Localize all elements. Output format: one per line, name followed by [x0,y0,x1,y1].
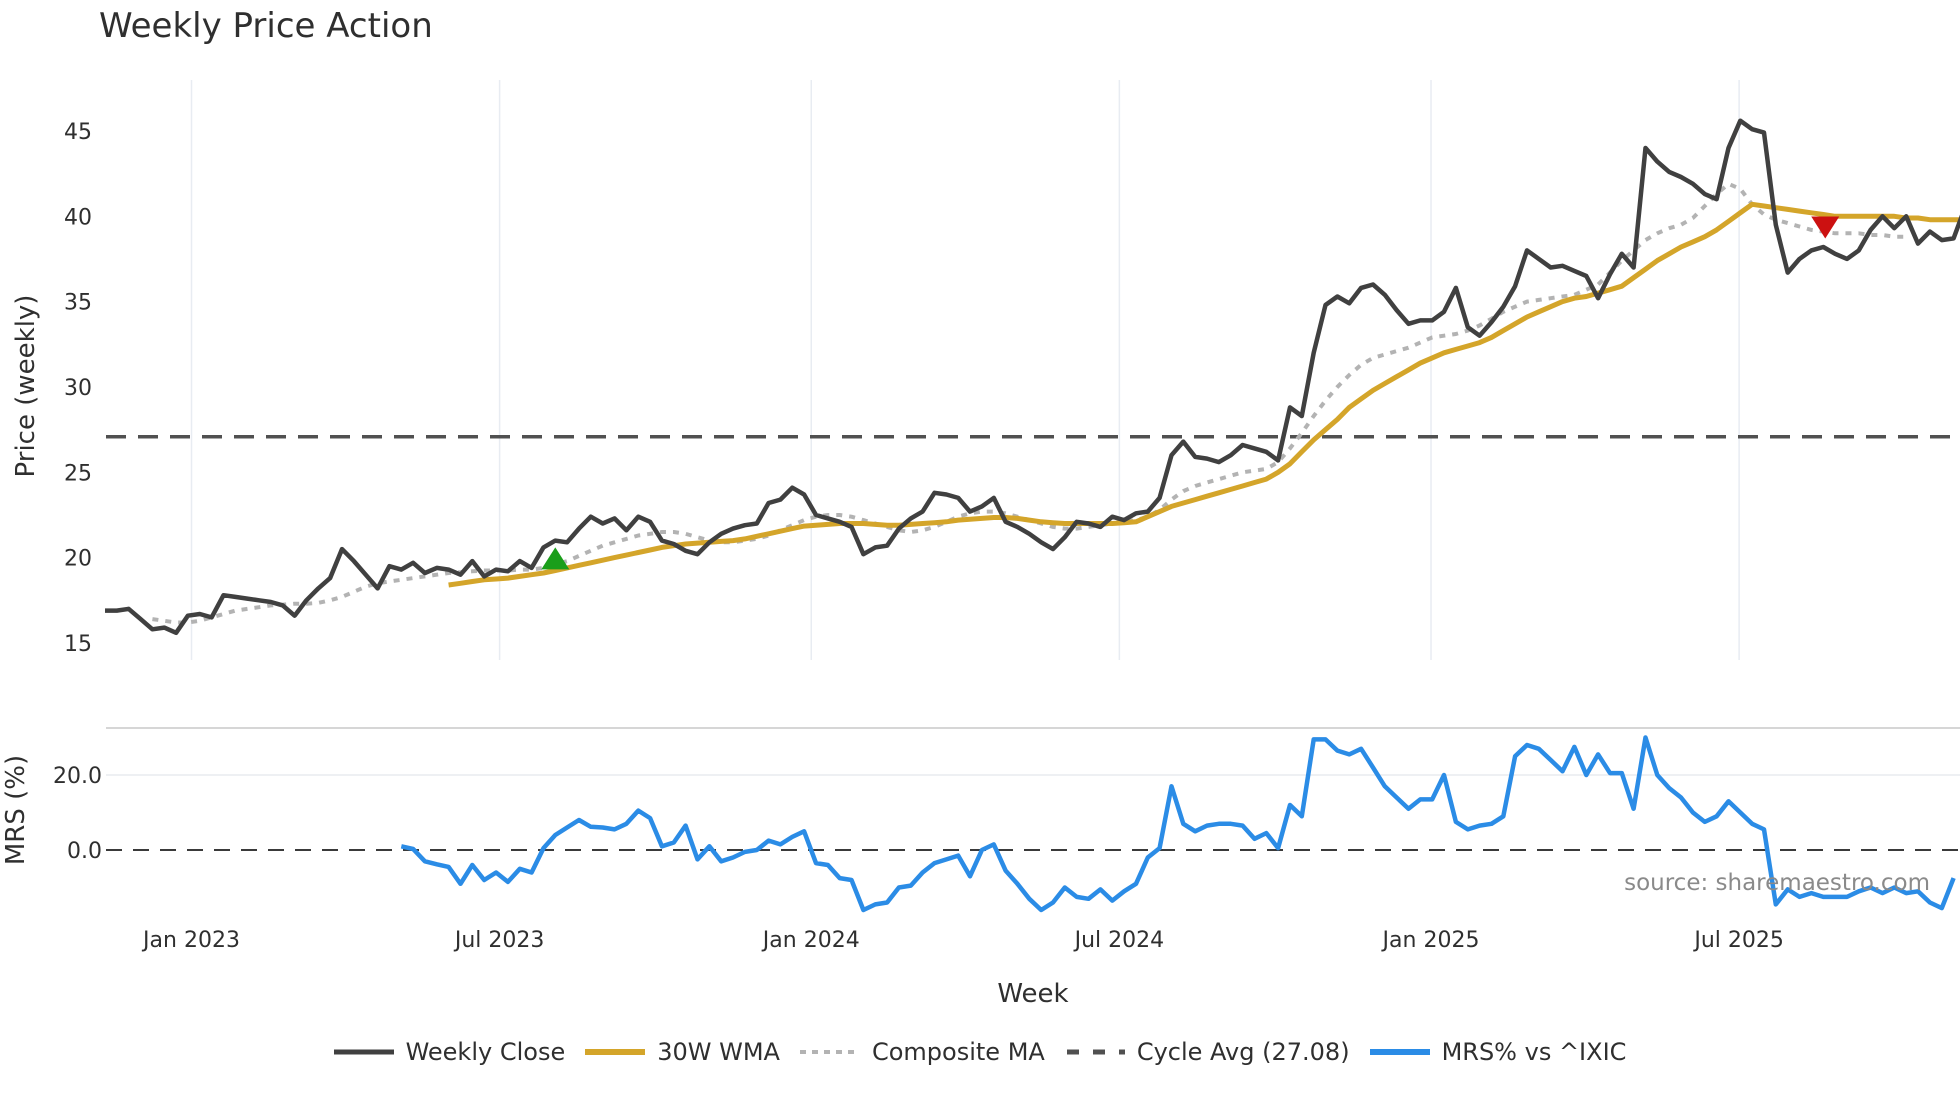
x-tick-label: Jan 2023 [141,928,240,953]
x-tick-label: Jan 2025 [1381,928,1480,953]
price-y-axis-label: Price (weekly) [11,295,41,478]
y-tick-label: 15 [64,632,92,657]
y-tick-label: 25 [64,461,92,486]
mrs-y-tick-label: 20.0 [53,764,102,789]
mrs-y-axis-label: MRS (%) [1,755,31,865]
x-tick-label: Jan 2024 [761,928,860,953]
legend-label: MRS% vs ^IXIC [1441,1038,1627,1066]
price-gridlines [190,80,1740,660]
x-axis-label: Week [997,979,1068,1009]
legend: Weekly Close 30W WMA Composite MA Cycle Avg… [0,1034,1960,1070]
y-tick-label: 35 [64,291,92,316]
x-tick-label: Jul 2024 [1073,928,1165,953]
legend-label: Weekly Close [405,1038,566,1066]
legend-item-composite[interactable]: Composite MA [799,1038,1045,1066]
legend-label: 30W WMA [657,1038,780,1066]
legend-item-wma[interactable]: 30W WMA [585,1038,780,1066]
buy-signal-icon [541,547,570,570]
legend-item-close[interactable]: Weekly Close [333,1038,566,1066]
y-tick-label: 30 [64,376,92,401]
y-tick-label: 45 [64,120,92,145]
legend-swatch-icon [585,1045,646,1059]
wma-line [448,201,1960,588]
legend-label: Composite MA [871,1038,1045,1066]
mrs-y-tick-label: 0.0 [67,839,102,864]
legend-swatch-icon [799,1045,860,1059]
sell-signal-icon [1811,216,1840,239]
x-tick-label: Jul 2025 [1692,928,1784,953]
legend-swatch-icon [333,1045,394,1059]
source-label: source: sharemaestro.com [1624,870,1930,896]
y-tick-label: 40 [64,205,92,230]
price-y-axis: 15 20 25 30 35 40 45 [64,120,92,657]
x-tick-label: Jul 2023 [453,928,545,953]
chart-title: Weekly Price Action [99,6,433,46]
y-tick-label: 20 [64,547,92,572]
mrs-y-axis: 0.0 20.0 [53,764,102,864]
mrs-gridlines [106,774,1960,851]
composite-ma-line [152,181,1907,625]
mrs-line [400,735,1956,913]
legend-item-cycle[interactable]: Cycle Avg (27.08) [1065,1038,1350,1066]
x-axis: Jan 2023 Jul 2023 Jan 2024 Jul 2024 Jan 2025… [141,928,1784,953]
legend-swatch-icon [1065,1045,1125,1059]
weekly-close-line [105,118,1960,636]
legend-label: Cycle Avg (27.08) [1136,1038,1350,1066]
legend-swatch-icon [1369,1045,1430,1059]
legend-item-mrs[interactable]: MRS% vs ^IXIC [1369,1038,1627,1066]
